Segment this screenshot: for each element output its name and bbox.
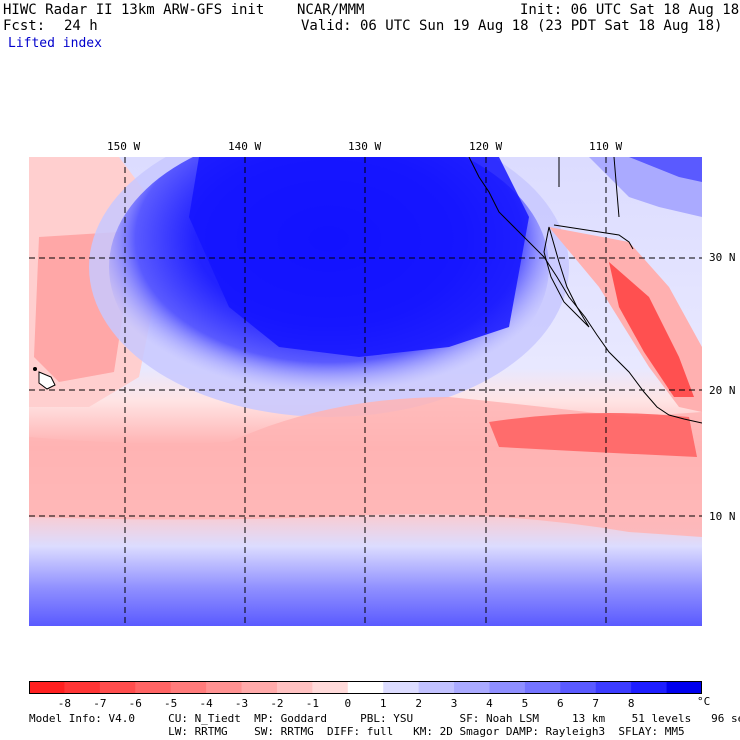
init-time: Init: 06 UTC Sat 18 Aug 18: [520, 2, 740, 18]
colorbar-cell: [64, 681, 101, 694]
model-info-line1: Model Info: V4.0 CU: N_Tiedt MP: Goddard…: [29, 712, 740, 725]
mexico-core: [609, 262, 694, 397]
colorbar-tick-label: -8: [57, 697, 72, 710]
colorbar-tick-label: 1: [379, 697, 387, 710]
hawaii-maui: [33, 367, 37, 371]
colorbar-tick-label: 2: [415, 697, 422, 710]
deep-stable-core: [189, 157, 529, 357]
colorbar-cell: [99, 681, 136, 694]
colorbar-cell: [383, 681, 420, 694]
colorbar-cell: [206, 681, 243, 694]
colorbar-tick-label: 4: [486, 697, 493, 710]
lifted-index-map: [29, 157, 702, 626]
valid-time: Valid: 06 UTC Sun 19 Aug 18 (23 PDT Sat …: [301, 18, 723, 34]
model-info-line2: LW: RRTMG SW: RRTMG DIFF: full KM: 2D Sm…: [29, 725, 685, 738]
colorbar-cell: [241, 681, 278, 694]
colorbar-cell: [276, 681, 313, 694]
lat-label-10n: 10 N: [709, 510, 736, 523]
colorbar-tick-label: -1: [305, 697, 319, 710]
colorbar-cell: [135, 681, 172, 694]
colorbar-tick-label: -6: [128, 697, 142, 710]
colorbar-cell: [666, 681, 702, 694]
colorbar-tick-label: 6: [557, 697, 564, 710]
colorbar-tick-label: -7: [93, 697, 107, 710]
lat-label-20n: 20 N: [709, 384, 736, 397]
colorbar-tick-label: 7: [592, 697, 600, 710]
lon-label-120w: 120 W: [469, 140, 503, 153]
forecast-hour: 24 h: [64, 18, 98, 34]
colorbar-cell: [524, 681, 561, 694]
organization-label: NCAR/MMM: [297, 2, 365, 18]
colorbar-cell: [418, 681, 455, 694]
colorbar-cell: [454, 681, 490, 694]
itcz-core: [489, 413, 697, 457]
colorbar-tick-label: 8: [627, 697, 635, 710]
us-mexico-border: [553, 224, 634, 250]
colorbar-cells: [29, 681, 702, 694]
hawaii-big-island: [38, 371, 56, 390]
lon-label-110w: 110 W: [589, 140, 623, 153]
colorbar-frame: [29, 681, 702, 694]
colorbar-cell: [595, 681, 632, 694]
baja-peninsula: [543, 226, 590, 328]
forecast-label: Fcst:: [3, 18, 46, 34]
colorbar-tick-label: -3: [234, 697, 249, 710]
field-name: Lifted index: [8, 36, 102, 51]
colorbar-cell: [347, 681, 384, 694]
model-title: HIWC Radar II 13km ARW-GFS init: [3, 2, 265, 18]
colorbar-cell: [170, 681, 207, 694]
ne-stable-core: [629, 157, 702, 182]
colorbar-tick-label: -2: [270, 697, 284, 710]
lon-label-150w: 150 W: [107, 140, 141, 153]
lon-label-140w: 140 W: [228, 140, 262, 153]
colorbar-cell: [631, 681, 668, 694]
lon-label-130w: 130 W: [348, 140, 382, 153]
colorbar-cell: [29, 681, 65, 694]
lat-label-30n: 30 N: [709, 251, 736, 264]
colorbar-unit: °C: [697, 695, 711, 708]
colorbar: [29, 681, 702, 694]
colorbar-tick-label: -4: [199, 697, 213, 710]
colorbar-tick-label: 5: [521, 697, 529, 710]
colorbar-cell: [312, 681, 349, 694]
state-borders: [558, 157, 620, 218]
graticule: [29, 157, 702, 626]
colorbar-cell: [489, 681, 526, 694]
colorbar-tick-label: 3: [450, 697, 458, 710]
colorbar-cell: [560, 681, 597, 694]
colorbar-tick-label: 0: [344, 697, 352, 710]
colorbar-tick-label: -5: [164, 697, 178, 710]
